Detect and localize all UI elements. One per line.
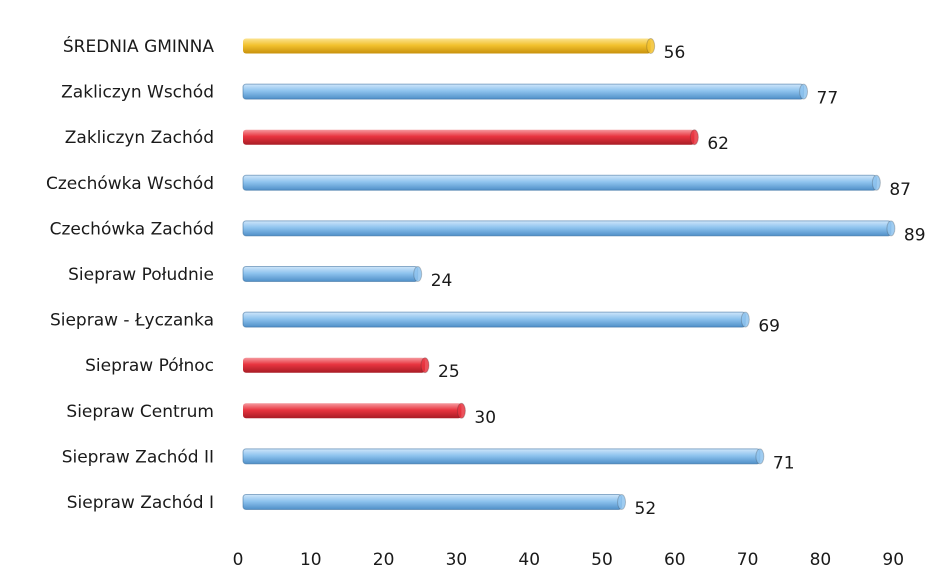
x-tick-label: 50 <box>591 550 613 570</box>
bar <box>243 129 699 146</box>
value-label: 56 <box>664 43 686 63</box>
category-labels: ŚREDNIA GMINNA Zakliczyn Wschód Zakliczyn … <box>46 35 214 513</box>
category-label: Siepraw Zachód I <box>67 493 214 513</box>
x-tick-label: 0 <box>233 550 244 570</box>
bar <box>242 448 765 465</box>
value-labels: 56 77 62 87 89 24 69 25 30 71 52 <box>431 43 926 519</box>
x-tick-label: 80 <box>810 550 832 570</box>
bar <box>243 402 466 419</box>
category-label: Czechówka Zachód <box>50 219 214 239</box>
x-tick-label: 20 <box>373 550 395 570</box>
category-label: Zakliczyn Wschód <box>61 83 214 103</box>
value-label: 62 <box>707 134 729 154</box>
bar <box>242 83 809 100</box>
x-tick-label: 60 <box>664 550 686 570</box>
bar <box>242 494 627 510</box>
x-tick-label: 30 <box>446 550 468 570</box>
value-label: 71 <box>773 453 795 473</box>
value-label: 87 <box>889 180 911 200</box>
value-label: 89 <box>904 225 926 245</box>
value-label: 30 <box>474 408 496 428</box>
value-label: 24 <box>431 271 453 291</box>
category-label: Siepraw Zachód II <box>62 447 214 467</box>
x-tick-label: 40 <box>518 550 540 570</box>
value-label: 25 <box>438 362 460 382</box>
bar <box>242 174 881 191</box>
x-axis-ticks: 0 10 20 30 40 50 60 70 80 90 <box>233 550 904 570</box>
bar <box>242 220 896 237</box>
category-label: Czechówka Wschód <box>46 174 214 194</box>
bar <box>242 266 423 282</box>
bar <box>243 357 430 374</box>
bars <box>242 38 896 510</box>
category-label: Siepraw Centrum <box>66 402 214 422</box>
category-label: Siepraw Północ <box>85 356 214 376</box>
x-tick-label: 90 <box>882 550 904 570</box>
category-label: ŚREDNIA GMINNA <box>63 35 214 57</box>
value-label: 52 <box>635 499 657 519</box>
bar <box>243 38 656 54</box>
value-label: 69 <box>758 317 780 337</box>
category-label: Siepraw Południe <box>68 265 214 285</box>
bar <box>242 311 750 328</box>
value-label: 77 <box>817 89 839 109</box>
category-label: Siepraw - Łyczanka <box>50 311 214 331</box>
category-label: Zakliczyn Zachód <box>65 128 214 148</box>
x-tick-label: 70 <box>737 550 759 570</box>
x-tick-label: 10 <box>300 550 322 570</box>
